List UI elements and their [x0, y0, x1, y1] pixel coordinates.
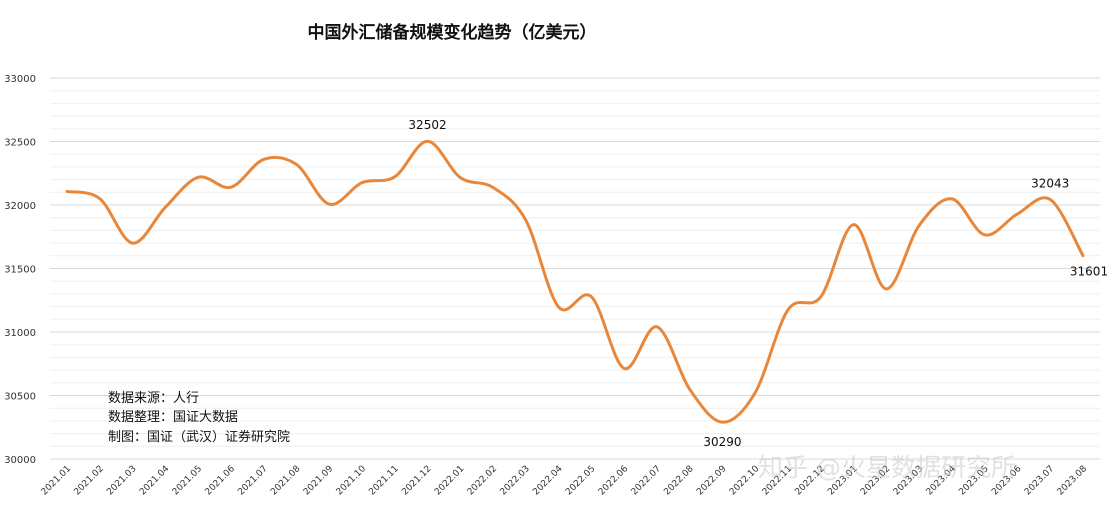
x-tick-label: 2023.08	[1056, 464, 1090, 498]
x-tick-label: 2021.05	[171, 464, 204, 497]
data-label: 30290	[703, 435, 741, 449]
x-tick-label: 2022.02	[466, 464, 499, 497]
data-label: 31601	[1070, 265, 1108, 279]
x-tick-label: 2021.03	[105, 464, 138, 497]
x-tick-label: 2021.04	[138, 464, 172, 498]
x-tick-label: 2022.09	[695, 464, 729, 498]
x-tick-label: 2022.07	[630, 464, 663, 497]
y-tick-label: 32500	[4, 138, 36, 149]
note-compiled: 数据整理：国证大数据	[108, 410, 238, 425]
x-tick-label: 2022.08	[662, 464, 696, 498]
x-tick-label: 2021.01	[40, 464, 73, 497]
x-tick-label: 2021.12	[400, 464, 433, 497]
note-made-by: 制图：国证（武汉）证券研究院	[108, 429, 290, 445]
data-label: 32043	[1031, 177, 1069, 191]
x-tick-label: 2021.06	[204, 464, 238, 498]
y-tick-label: 32000	[4, 201, 36, 212]
y-axis: 30000 30500 31000 31500 32000 32500 33000	[4, 74, 36, 466]
y-tick-label: 31000	[4, 328, 36, 339]
y-tick-label: 33000	[4, 74, 36, 85]
x-tick-label: 2022.01	[433, 464, 466, 497]
grid-layer	[50, 77, 1100, 460]
note-source: 数据来源：人行	[108, 391, 199, 406]
x-tick-label: 2021.11	[367, 464, 400, 497]
y-tick-label: 30000	[4, 455, 36, 466]
x-tick-label: 2021.09	[302, 464, 336, 498]
watermark: 知乎 @火星数据研究所	[758, 453, 1016, 482]
y-tick-label: 30500	[4, 392, 36, 403]
series-line	[65, 139, 1085, 424]
x-tick-label: 2021.08	[269, 464, 303, 498]
x-tick-label: 2022.06	[597, 464, 631, 498]
x-tick-label: 2021.02	[73, 464, 106, 497]
x-tick-label: 2021.10	[335, 464, 369, 498]
x-tick-label: 2023.07	[1023, 464, 1056, 497]
x-tick-label: 2021.07	[236, 464, 269, 497]
data-labels: 32502 30290 32043 31601	[408, 118, 1108, 449]
x-tick-label: 2022.04	[531, 464, 565, 498]
x-tick-label: 2022.03	[499, 464, 532, 497]
y-tick-label: 31500	[4, 265, 36, 276]
data-label: 32502	[408, 118, 446, 132]
x-tick-label: 2022.05	[564, 464, 597, 497]
x-tick-label: 2022.10	[728, 464, 762, 498]
chart-title: 中国外汇储备规模变化趋势（亿美元）	[308, 22, 597, 43]
